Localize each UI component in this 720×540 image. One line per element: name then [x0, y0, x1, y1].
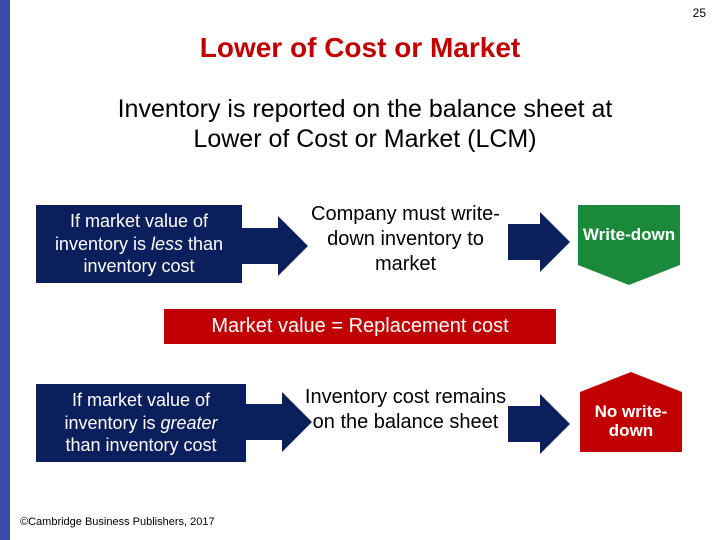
arrow1b-body: [508, 224, 540, 260]
writedown-callout: Write-down: [578, 205, 680, 265]
scenario2-result: Inventory cost remains on the balance sh…: [303, 385, 508, 435]
arrow2b-head: [540, 394, 570, 454]
writedown-label: Write-down: [583, 226, 675, 245]
no-writedown-label: No write-down: [580, 403, 682, 440]
scenario2-post: than inventory cost: [65, 435, 216, 455]
scenario1-result: Company must write-down inventory to mar…: [303, 202, 508, 277]
slide-left-stripe: [0, 0, 10, 540]
arrow2b-body: [508, 406, 540, 442]
scenario1-em: less: [151, 234, 183, 254]
arrow1b-head: [540, 212, 570, 272]
slide-title: Lower of Cost or Market: [0, 32, 720, 64]
market-value-banner: Market value = Replacement cost: [164, 309, 556, 344]
arrow1-body: [242, 228, 278, 264]
subtitle-line1: Inventory is reported on the balance she…: [118, 95, 613, 123]
subtitle-line2: Lower of Cost or Market (LCM): [193, 125, 536, 153]
copyright-footer: ©Cambridge Business Publishers, 2017: [20, 516, 215, 528]
page-number: 25: [693, 6, 706, 20]
scenario1-condition-box: If market value of inventory is less tha…: [36, 205, 242, 283]
no-writedown-callout: No write-down: [580, 392, 682, 452]
scenario2-condition-box: If market value of inventory is greater …: [36, 384, 246, 462]
slide-subtitle: Inventory is reported on the balance she…: [30, 94, 700, 154]
arrow2-body: [246, 404, 282, 440]
scenario2-em: greater: [161, 413, 218, 433]
